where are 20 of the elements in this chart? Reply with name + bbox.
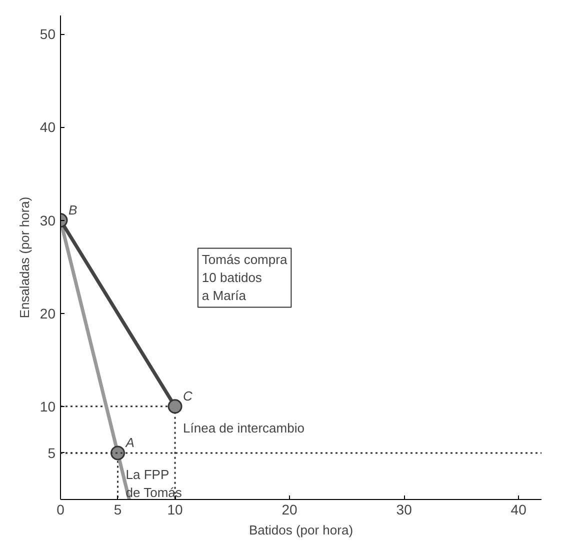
x-tick-label: 5 (114, 502, 122, 518)
y-axis-title: Ensaladas (por hora) (16, 196, 32, 318)
annotation: B (68, 202, 78, 218)
y-tick-label: 50 (40, 26, 56, 42)
y-tick-label: 20 (40, 305, 56, 322)
y-tick-label: 40 (40, 119, 56, 136)
x-tick-label: 30 (396, 502, 412, 518)
x-tick-label: 0 (56, 502, 65, 518)
y-tick-label: 30 (40, 212, 56, 228)
annotation: Tomás compra 10 batidos a María (202, 252, 288, 304)
annotation: C (183, 388, 194, 404)
annotation: La FPP de Tomás (126, 466, 182, 500)
x-tick-label: 40 (510, 502, 527, 518)
x-tick-label: 10 (167, 502, 184, 518)
y-tick-label: 10 (40, 398, 56, 414)
annotation: A (124, 434, 134, 450)
annotation: Línea de intercambio (183, 420, 304, 436)
x-axis-title: Batidos (por hora) (248, 522, 354, 538)
y-tick-label: 5 (48, 444, 56, 461)
x-tick-label: 20 (282, 502, 298, 518)
